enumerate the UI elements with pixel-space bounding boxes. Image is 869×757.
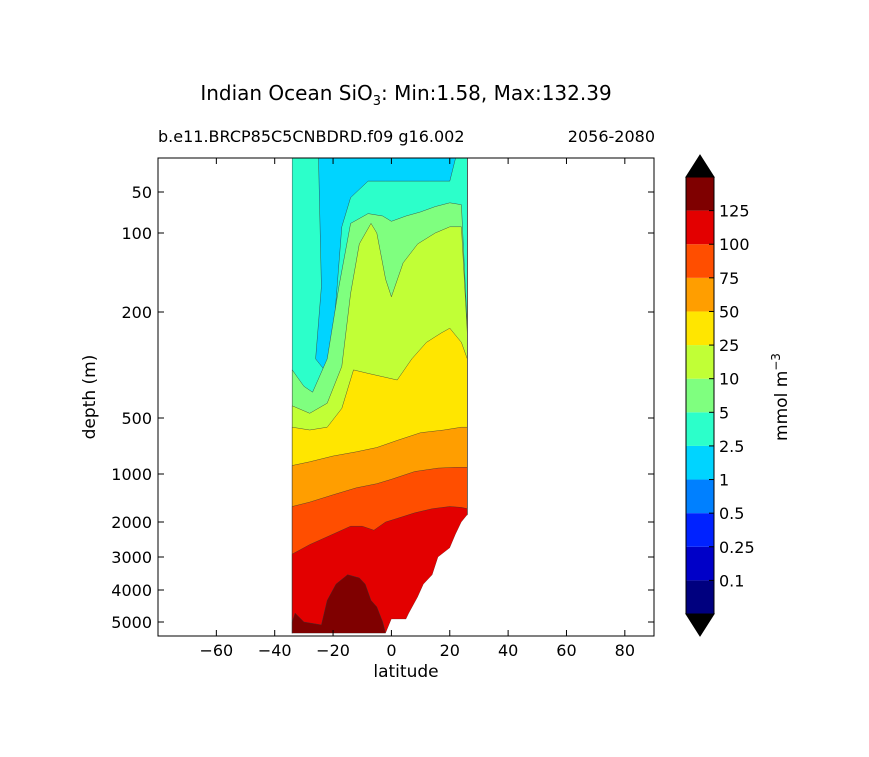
x-ticks: −60 −40 −20 0 20 40 60 80: [199, 158, 635, 660]
colorbar-tick-label: 0.5: [719, 504, 744, 523]
colorbar-segment: [686, 580, 714, 614]
y-tick-label: 4000: [111, 581, 152, 600]
chart-subtitle-left: b.e11.BRCP85C5CNBDRD.f09 g16.002: [158, 127, 465, 146]
colorbar-segment: [686, 277, 714, 312]
plot-frame: [157, 157, 655, 637]
x-tick-label: −60: [199, 641, 233, 660]
x-tick-label: 60: [556, 641, 576, 660]
y-tick-label: 50: [132, 183, 152, 202]
colorbar-label: mmol m−3: [769, 353, 792, 441]
colorbar-tick-label: 0.1: [719, 571, 744, 590]
colorbar-tick-label: 50: [719, 302, 739, 321]
contour-band-9: [292, 574, 386, 634]
colorbar-segment: [686, 546, 714, 581]
colorbar-segment: [686, 345, 714, 379]
colorbar-tick-label: 10: [719, 370, 739, 389]
colorbar-segment: [686, 378, 714, 413]
colorbar-segment: [686, 244, 714, 278]
x-axis-label: latitude: [373, 662, 438, 682]
y-tick-label: 3000: [111, 548, 152, 567]
x-tick-label: 40: [498, 641, 518, 660]
colorbar-segment: [686, 210, 714, 245]
colorbar-extend-top: [685, 154, 715, 178]
colorbar-extend-bottom: [685, 613, 715, 637]
colorbar-segment: [686, 412, 714, 446]
y-tick-label: 2000: [111, 513, 152, 532]
colorbar-tick-label: 0.25: [719, 538, 755, 557]
colorbar-tick-label: 1: [719, 471, 729, 490]
colorbar-tick-label: 75: [719, 269, 739, 288]
y-tick-label: 5000: [111, 613, 152, 632]
y-tick-label: 100: [121, 224, 152, 243]
colorbar-tick-label: 100: [719, 235, 750, 254]
y-tick-label: 500: [121, 409, 152, 428]
colorbar-segment: [686, 311, 714, 346]
colorbar-tick-label: 125: [719, 202, 750, 221]
y-ticks: 50 100 200 500 1000 2000 3000 4000 5000: [111, 183, 654, 632]
x-tick-label: 80: [615, 641, 635, 660]
plot-area: −60 −40 −20 0 20 40 60 80 50 100 200 500 1000 2000 30…: [111, 157, 655, 660]
x-tick-label: −40: [258, 641, 292, 660]
y-tick-label: 200: [121, 303, 152, 322]
chart-subtitle-right: 2056-2080: [568, 127, 655, 146]
x-tick-label: −20: [316, 641, 350, 660]
chart-title: Indian Ocean SiO3: Min:1.58, Max:132.39: [200, 81, 611, 109]
colorbar-segment: [686, 445, 714, 480]
colorbar-segment: [686, 513, 714, 547]
colorbar-tick-label: 2.5: [719, 437, 744, 456]
colorbar-segment: [686, 479, 714, 514]
colorbar-tick-label: 5: [719, 403, 729, 422]
y-axis-label: depth (m): [80, 355, 100, 440]
colorbar-segment: [686, 177, 714, 211]
seafloor-mask: [292, 158, 468, 636]
contour-bands: [292, 157, 468, 636]
colorbar: 0.1 0.25 0.5 1 2.5 5 10 25 50 75 100 125: [685, 154, 755, 637]
colorbar-tick-label: 25: [719, 336, 739, 355]
x-tick-label: 0: [386, 641, 396, 660]
colorbar-frame: [685, 176, 715, 615]
y-tick-label: 1000: [111, 465, 152, 484]
x-tick-label: 20: [440, 641, 460, 660]
